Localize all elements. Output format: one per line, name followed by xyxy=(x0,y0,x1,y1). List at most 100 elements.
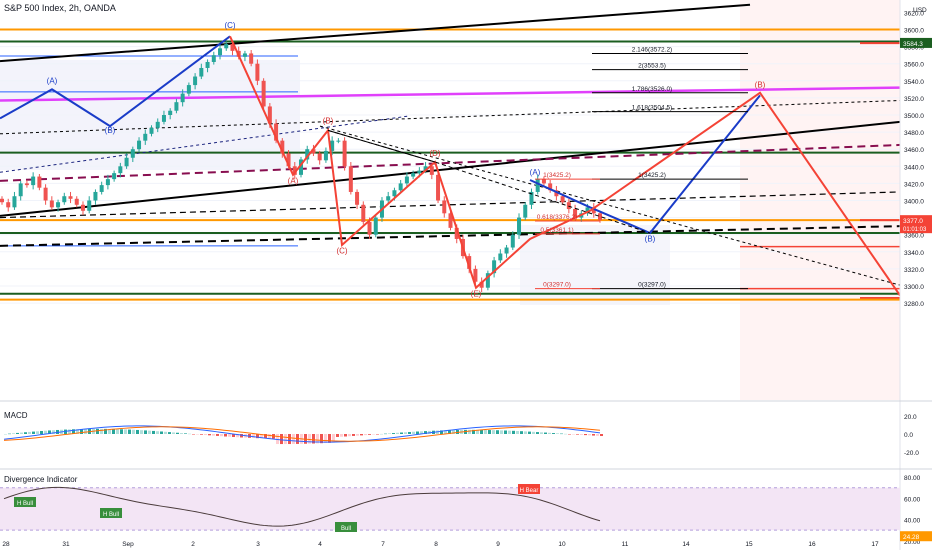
osc-band xyxy=(0,487,900,531)
candle-body xyxy=(485,273,490,288)
candle-body xyxy=(174,102,179,111)
candle-body xyxy=(118,166,123,174)
candle-body xyxy=(492,260,497,274)
macd-bar xyxy=(204,434,207,436)
candle-body xyxy=(591,207,596,214)
macd-bar xyxy=(348,434,351,437)
div-tick: 40.00 xyxy=(904,518,921,525)
macd-bar xyxy=(392,433,395,434)
price-tick: 3360.0 xyxy=(904,233,924,240)
price-tick: 3340.0 xyxy=(904,250,924,257)
candle-body xyxy=(274,123,279,141)
x-tick: 4 xyxy=(318,541,322,548)
x-tick: 17 xyxy=(871,541,879,548)
candle-body xyxy=(299,159,303,175)
macd-bar xyxy=(284,434,287,445)
macd-bar xyxy=(144,430,147,434)
fib-label: 1.786(3526.0) xyxy=(632,86,672,93)
price-tick: 3420.0 xyxy=(904,181,924,188)
macd-bar xyxy=(196,434,199,435)
price-tick: 3580.0 xyxy=(904,45,924,52)
candle-body xyxy=(211,55,216,62)
x-tick: Sep xyxy=(122,541,134,548)
macd-bar xyxy=(236,434,239,438)
price-tick: 3440.0 xyxy=(904,164,924,171)
candle-body xyxy=(541,179,546,184)
trendline-dashed-2 xyxy=(0,191,901,219)
macd-bar xyxy=(164,431,167,434)
macd-bar xyxy=(68,429,71,434)
candle-body xyxy=(267,106,272,124)
macd-bar xyxy=(512,430,515,434)
macd-bar xyxy=(528,431,531,434)
macd-bar xyxy=(108,428,111,434)
osc-line xyxy=(3,486,601,527)
signal-label: H Bull xyxy=(103,512,119,518)
candle-body xyxy=(517,217,522,235)
macd-bar xyxy=(372,434,375,435)
candle-body xyxy=(361,204,366,222)
macd-bar xyxy=(8,433,11,435)
macd-bar xyxy=(404,432,407,434)
candle-body xyxy=(49,200,54,208)
macd-bar xyxy=(152,430,155,434)
price-tick: 3560.0 xyxy=(904,62,924,69)
macd-bar xyxy=(220,434,223,437)
fib-label: 2.146(3572.2) xyxy=(632,46,672,53)
candle-body xyxy=(124,157,129,167)
candle-body xyxy=(161,115,166,122)
candle-body xyxy=(479,281,484,288)
macd-bar xyxy=(148,430,151,434)
trendline-upper xyxy=(0,3,751,63)
macd-bar xyxy=(76,429,79,434)
macd-bar xyxy=(124,429,127,434)
macd-bar xyxy=(20,432,23,434)
macd-bar xyxy=(540,432,543,434)
x-tick: 16 xyxy=(808,541,816,548)
x-tick: 31 xyxy=(62,541,70,548)
candle-body xyxy=(218,48,223,56)
macd-bar xyxy=(416,431,419,434)
macd-bar xyxy=(136,429,139,434)
price-tick: 3600.0 xyxy=(904,28,924,35)
macd-bar xyxy=(532,431,535,434)
macd-bar xyxy=(592,434,595,436)
x-tick: 8 xyxy=(434,541,438,548)
macd-bar xyxy=(32,431,35,434)
trendline-maroon-dashed xyxy=(0,143,901,182)
wave-blue-right xyxy=(529,94,761,235)
macd-bar xyxy=(40,430,43,434)
countdown-text: 01:01:03 xyxy=(903,227,927,233)
macd-bar xyxy=(576,434,579,435)
macd-bar xyxy=(436,430,439,434)
candle-body xyxy=(386,196,391,201)
macd-bar xyxy=(280,434,283,445)
wave-black-dashed xyxy=(327,129,651,234)
macd-bar xyxy=(504,430,507,434)
macd-bar xyxy=(212,434,215,436)
macd-bar xyxy=(324,434,327,444)
candle-body xyxy=(56,202,61,208)
wave-label: (B) xyxy=(323,117,334,126)
macd-bar xyxy=(516,430,519,434)
macd-bar xyxy=(572,434,575,435)
signal-label: Bull xyxy=(341,526,351,532)
candle-body xyxy=(242,53,247,57)
candle-body xyxy=(280,140,285,154)
trendline-middle xyxy=(0,120,901,217)
wave-label: (A) xyxy=(530,168,541,177)
candle-body xyxy=(398,183,403,191)
macd-bar xyxy=(192,434,195,435)
macd-bar xyxy=(396,432,399,434)
macd-bar xyxy=(440,430,443,434)
price-tick: 3480.0 xyxy=(904,130,924,137)
macd-bar xyxy=(384,433,387,435)
candle-body xyxy=(342,140,347,167)
macd-bar xyxy=(184,433,187,434)
candle-body xyxy=(436,174,441,201)
x-tick: 14 xyxy=(682,541,690,548)
macd-bar xyxy=(120,429,123,434)
price-axis xyxy=(900,0,932,400)
macd-bar xyxy=(12,433,15,434)
macd-bar xyxy=(216,434,219,436)
